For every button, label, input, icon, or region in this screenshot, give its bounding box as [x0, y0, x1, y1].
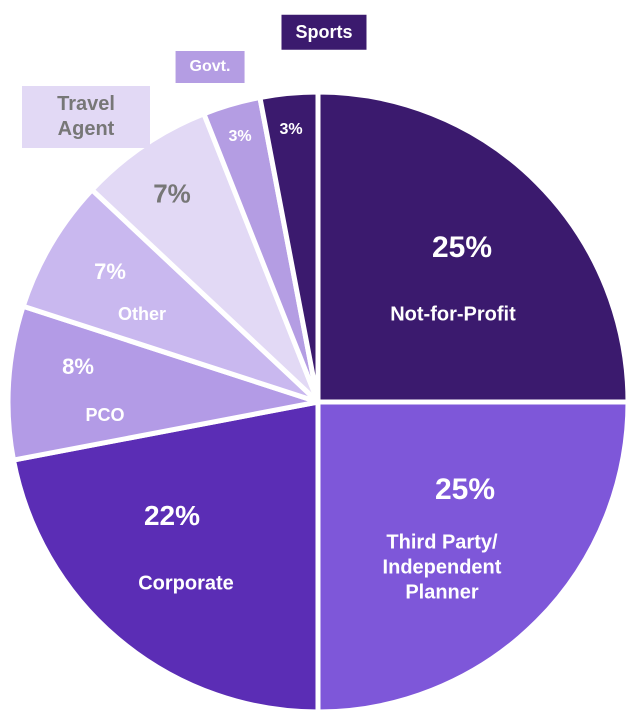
value-label: 7%	[94, 259, 126, 284]
pie-slice	[257, 89, 321, 405]
category-label: Third Party/ Independent Planner	[382, 531, 502, 604]
pie-slice	[315, 399, 631, 713]
pie-slice	[20, 187, 321, 405]
category-label: Other	[117, 303, 167, 324]
value-label: 25%	[434, 473, 496, 506]
pie-slice	[5, 303, 321, 463]
value-label: 3%	[279, 121, 303, 138]
category-label: PCO	[85, 404, 125, 425]
category-label: Govt.	[175, 51, 245, 83]
category-label: Sports	[281, 14, 367, 50]
value-label: 7%	[153, 178, 191, 209]
pie-slice	[10, 399, 321, 713]
value-label: 3%	[228, 128, 252, 145]
category-label: Not-for-Profit	[390, 303, 516, 326]
value-label: 22%	[143, 500, 201, 531]
category-label: Corporate	[138, 572, 234, 595]
value-label: 8%	[62, 354, 94, 379]
pie-slice	[315, 89, 631, 405]
category-label: Travel Agent	[22, 86, 150, 148]
value-label: 25%	[431, 231, 493, 264]
